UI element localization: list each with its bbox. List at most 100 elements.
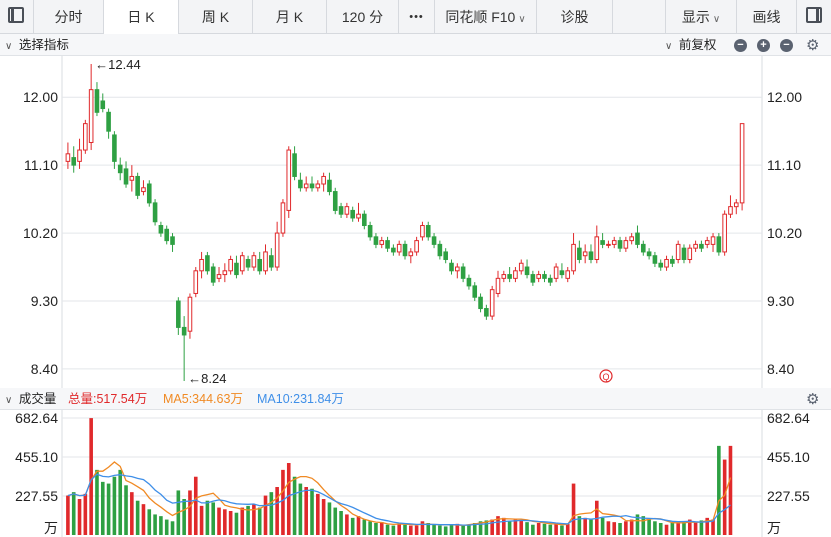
price-adjust-dropdown[interactable]: ∨ 前复权 [665,34,716,58]
indicator-select-dropdown[interactable]: ∨ 选择指标 [5,34,69,58]
candle-up [228,258,233,272]
candle-up [513,270,518,279]
candle-up [88,89,94,143]
candle-up [420,225,425,238]
candle-down [158,225,164,234]
volume-bar-up [345,514,349,535]
candle-up [408,251,414,257]
volume-bar-down [124,485,128,535]
volume-bar-up [455,523,460,535]
volume-bar-up [612,522,617,535]
sidebar-toggle-left-button[interactable] [0,0,34,34]
candle-down [524,266,530,276]
tab-fenshi[interactable]: 分时 [34,0,104,34]
volume-bar-down [71,492,76,535]
volume-bar-down [374,523,378,535]
volume-bar-up [188,490,192,535]
volume-bar-down [350,517,355,535]
volume-tick-label-right: 227.55 [767,488,810,504]
volume-bar-up [624,521,628,535]
volume-bar-down [118,469,123,535]
volume-total-label: 总量:517.54万 [68,392,148,406]
collapse-indicator-button[interactable]: − [780,39,793,52]
tab-weekly-k[interactable]: 周 K [179,0,253,34]
candle-up [187,296,193,332]
display-label: 显示 [681,9,710,25]
tab-daily-k[interactable]: 日 K [104,0,179,34]
volume-bar-down [257,507,262,535]
display-dropdown[interactable]: 显示 ∨ [665,0,737,34]
gear-icon[interactable]: ⚙ [806,37,820,54]
candle-down [112,134,117,162]
volume-bar-down [449,524,454,535]
volume-bar-up [397,523,401,535]
volume-bar-up [228,511,233,535]
gear-icon[interactable]: ⚙ [806,391,820,408]
volume-bar-down [484,520,489,535]
candle-up [193,270,199,294]
volume-bar-up [286,463,291,535]
volume-bar-up [490,519,494,535]
volume-tick-label-left: 227.55 [15,488,58,504]
candle-up [129,175,135,181]
candle-down [466,277,472,287]
tab-monthly-k[interactable]: 月 K [253,0,327,34]
volume-tick-label-right: 455.10 [767,449,810,465]
candle-down [460,266,466,279]
price-chart: 12.00 12.00 11.10 11.10 10.20 10.20 9.30 9.30 8.… [23,56,802,388]
volume-bar-down [531,524,535,535]
add-indicator-button[interactable]: + [757,39,770,52]
volume-bar-down [234,512,239,535]
candle-up [321,175,326,185]
remove-indicator-button[interactable]: − [734,39,747,52]
volume-bar-down [548,524,553,535]
candle-up [414,240,419,253]
volume-bar-up [554,523,558,535]
candle-up [675,243,681,260]
candle-up [553,266,559,279]
volume-bar-down [327,502,332,535]
candle-down [559,270,565,276]
sidebar-toggle-right-button[interactable] [797,0,831,34]
volume-bar-down [641,516,646,535]
volume-bar-down [391,525,396,535]
volume-bar-down [100,481,105,535]
volume-bar-down [246,505,250,535]
candle-down [164,228,170,242]
volume-bar-up [420,521,425,535]
tab-f10-dropdown[interactable]: 同花顺 F10 ∨ [435,0,537,34]
volume-bar-down [600,517,605,535]
candle-down [716,236,722,253]
tab-120min[interactable]: 120 分 [327,0,399,34]
volume-bar-down [292,476,297,535]
candle-up [141,187,146,193]
candle-down [478,296,483,310]
candle-up [623,240,629,249]
candle-up [489,289,495,317]
indicator-bar: ∨ 选择指标 ∨ 前复权 − + − ⚙ [0,34,831,56]
q-marker-circle [599,369,613,383]
chevron-down-icon: ∨ [518,14,526,25]
candle-down [547,277,553,283]
tab-more[interactable]: ••• [399,0,435,34]
candle-down [635,232,640,245]
volume-bar-up [629,519,634,535]
chart-tab-bar: 分时 日 K 周 K 月 K 120 分 ••• 同花顺 F10 ∨ 诊股 显示 ∨… [0,0,831,34]
high-price-annotation: ←12.44 [95,57,141,72]
candle-down [507,274,512,279]
volume-bar-up [141,504,146,535]
volume-bar-up [275,487,279,535]
draw-line-button[interactable]: 画线 [737,0,797,34]
candle-up [396,243,402,253]
candle-down [257,258,263,272]
tab-zhengu[interactable]: 诊股 [537,0,613,34]
chevron-down-icon: ∨ [665,41,673,52]
volume-tick-label-left: 万 [44,520,58,536]
candle-down [71,157,77,166]
volume-bar-up [728,445,733,535]
volume-bar-up [687,519,692,535]
candle-down [362,213,367,227]
candle-up [501,274,507,279]
candle-up [286,149,292,211]
candle-up [216,274,222,279]
